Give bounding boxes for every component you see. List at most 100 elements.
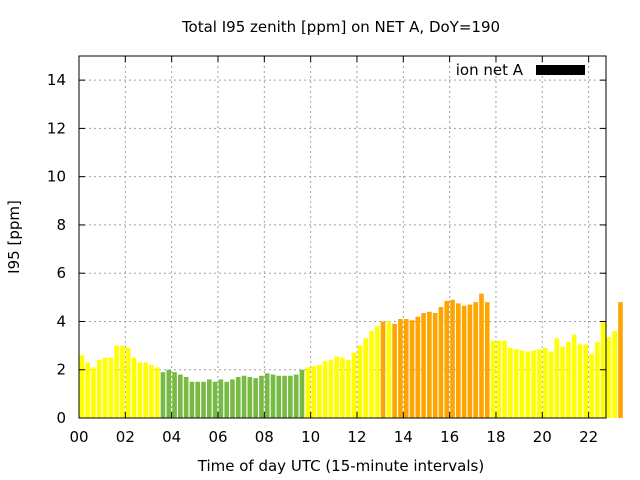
bar xyxy=(96,360,102,418)
legend-swatch xyxy=(536,65,585,75)
bar xyxy=(276,375,282,418)
bar xyxy=(456,303,461,418)
bar xyxy=(120,345,125,418)
bar xyxy=(322,361,328,418)
x-tick-label: 10 xyxy=(301,428,320,446)
grid-lines xyxy=(79,56,606,418)
bar xyxy=(340,357,345,418)
bar xyxy=(548,351,554,418)
x-tick-label: 18 xyxy=(486,428,505,446)
bar xyxy=(461,305,467,418)
bar xyxy=(560,346,565,418)
bar xyxy=(143,362,148,418)
bar xyxy=(154,367,160,418)
y-tick-label: 6 xyxy=(56,264,66,282)
axis-ticks xyxy=(78,56,606,419)
bar xyxy=(502,340,507,418)
bar xyxy=(589,354,594,418)
bar xyxy=(403,319,409,418)
bar xyxy=(114,345,119,418)
bar xyxy=(218,379,224,418)
bar xyxy=(206,379,212,418)
y-tick-label: 10 xyxy=(47,168,66,186)
bar xyxy=(531,350,536,418)
bar xyxy=(91,367,96,418)
x-tick-label: 08 xyxy=(255,428,274,446)
x-tick-label: 04 xyxy=(162,428,181,446)
bar xyxy=(537,349,542,418)
bar xyxy=(108,357,114,418)
bar xyxy=(334,356,340,418)
y-tick-label: 8 xyxy=(56,216,66,234)
bar xyxy=(392,323,397,418)
bar xyxy=(149,364,154,418)
y-axis-label: I95 [ppm] xyxy=(5,200,23,274)
bar xyxy=(554,338,560,418)
x-tick-label: 12 xyxy=(347,428,366,446)
bar xyxy=(542,348,548,418)
bar xyxy=(577,344,583,418)
y-tick-label: 12 xyxy=(47,119,66,137)
legend: ion net A xyxy=(456,61,585,79)
bar xyxy=(166,369,172,418)
x-axis-label: Time of day UTC (15-minute intervals) xyxy=(197,457,484,475)
bar xyxy=(317,364,322,418)
bar xyxy=(305,367,311,418)
bar xyxy=(201,381,206,418)
bar xyxy=(293,374,299,418)
y-tick-labels: 0 2 4 6 8 10 12 14 xyxy=(47,71,66,427)
bar xyxy=(264,373,270,418)
bar xyxy=(415,316,421,418)
bar xyxy=(409,320,415,418)
bar xyxy=(380,321,386,418)
x-tick-label: 02 xyxy=(116,428,135,446)
y-tick-label: 0 xyxy=(56,409,66,427)
bar xyxy=(595,341,600,418)
bar xyxy=(195,381,201,418)
bar xyxy=(398,319,403,418)
bar xyxy=(259,375,264,418)
bar xyxy=(172,372,177,418)
bar xyxy=(444,300,450,418)
bar xyxy=(421,313,426,418)
bar xyxy=(525,351,531,418)
bar xyxy=(235,376,241,418)
bar xyxy=(212,381,218,418)
plot-frame xyxy=(78,55,607,419)
bar xyxy=(85,362,90,418)
bar xyxy=(183,376,189,418)
bar xyxy=(496,340,502,418)
bar xyxy=(363,338,368,418)
bar xyxy=(612,331,617,418)
bar xyxy=(241,375,247,418)
bar xyxy=(125,348,131,418)
bar xyxy=(566,341,571,418)
bar xyxy=(189,381,195,418)
bar xyxy=(224,381,229,418)
chart-title: Total I95 zenith [ppm] on NET A, DoY=190 xyxy=(181,18,500,36)
bar xyxy=(571,334,577,418)
bar xyxy=(178,374,183,418)
bar xyxy=(299,369,305,418)
x-tick-label: 20 xyxy=(533,428,552,446)
x-tick-label: 06 xyxy=(208,428,227,446)
legend-label: ion net A xyxy=(456,61,524,79)
bar xyxy=(450,299,455,418)
bar xyxy=(484,302,490,418)
bar xyxy=(288,375,293,418)
x-tick-label: 14 xyxy=(394,428,413,446)
bar xyxy=(438,306,444,418)
bar xyxy=(490,340,496,418)
bar xyxy=(508,348,513,418)
bar xyxy=(311,366,316,418)
bar xyxy=(606,337,612,418)
x-tick-label: 16 xyxy=(440,428,459,446)
bar xyxy=(473,302,479,418)
bar xyxy=(137,362,143,418)
bar xyxy=(583,344,589,418)
bar xyxy=(351,352,357,418)
y-tick-label: 2 xyxy=(56,361,66,379)
bar xyxy=(160,372,166,418)
bar xyxy=(328,360,334,418)
